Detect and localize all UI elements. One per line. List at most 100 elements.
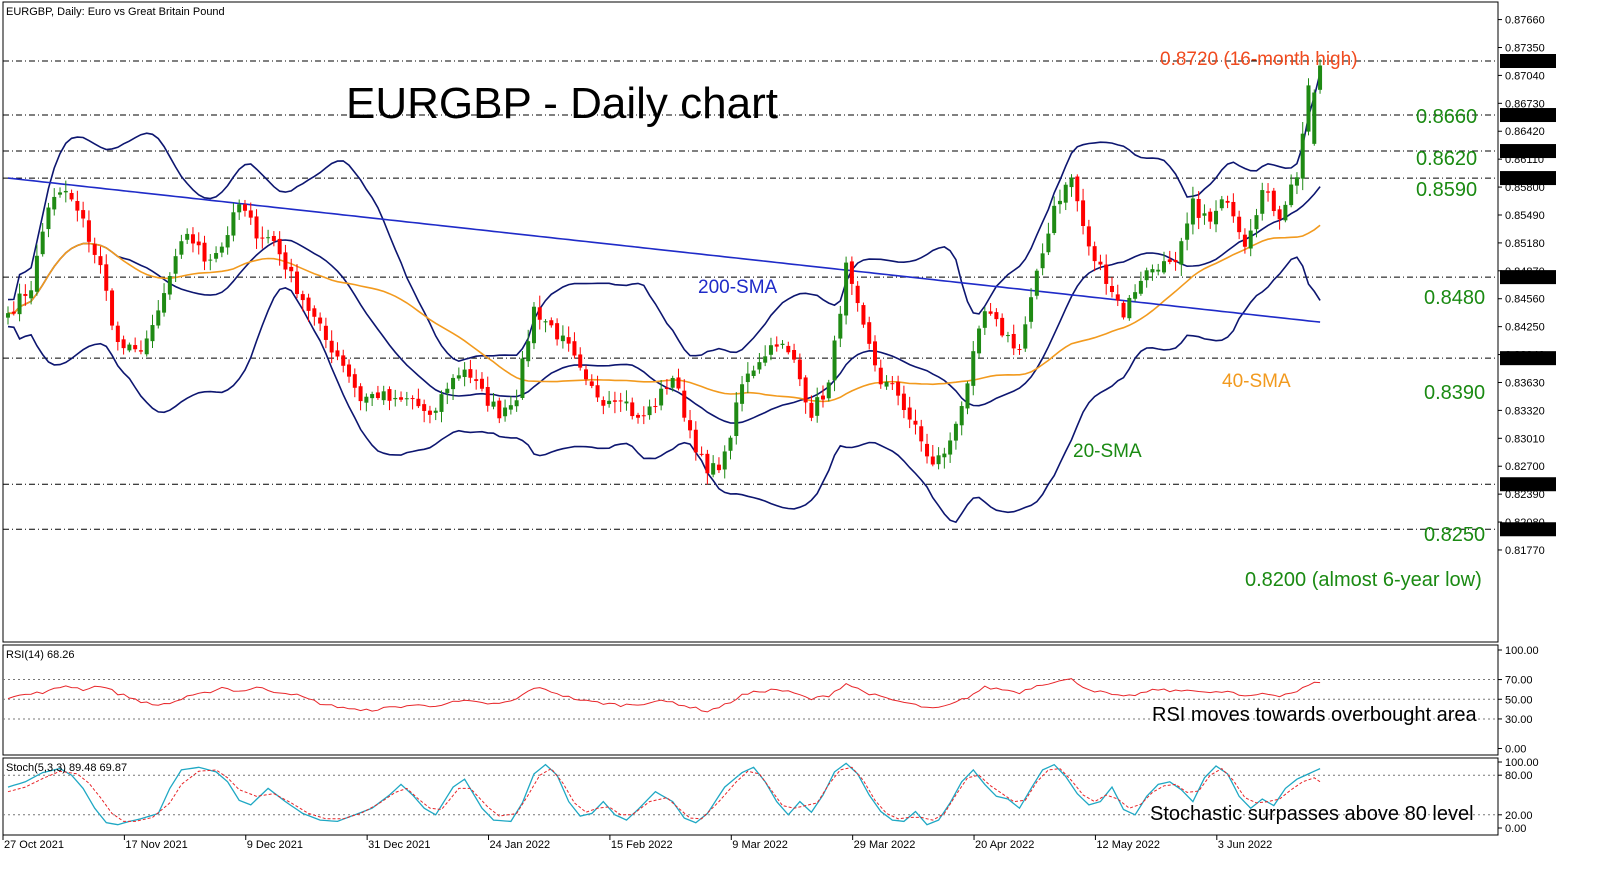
candle-body [711, 463, 716, 475]
price-tick-label: 0.85490 [1505, 210, 1545, 222]
candle-body [641, 415, 646, 417]
candle-body [295, 271, 299, 295]
candle-body [427, 410, 432, 415]
stoch-label: Stoch(5,3,3) 89.48 69.87 [6, 762, 127, 774]
candle-body [520, 358, 525, 398]
candle-body [1052, 205, 1057, 234]
candle-body [375, 392, 380, 399]
candle-body [1156, 269, 1161, 272]
level-axis-box-5 [1500, 351, 1556, 366]
candle-body [971, 351, 976, 386]
candle-body [138, 350, 143, 352]
date-tick-label: 9 Dec 2021 [247, 839, 303, 851]
candle-body [266, 237, 271, 239]
candle-body [479, 378, 484, 389]
bollinger-bands [7, 72, 1321, 524]
candle-body [763, 356, 768, 363]
level-label-5: 0.8390 [1424, 382, 1485, 404]
candle-body [1237, 216, 1242, 233]
candle-body [1069, 177, 1074, 188]
candle-body [150, 325, 155, 342]
stoch-tick-label: 100.00 [1505, 757, 1539, 769]
candle-body [988, 311, 993, 314]
candle-body [416, 398, 421, 407]
date-tick-label: 31 Dec 2021 [368, 839, 430, 851]
candle-body [1000, 317, 1005, 336]
candle-body [1034, 270, 1039, 296]
candle-body [1266, 191, 1271, 193]
candle-body [1318, 65, 1323, 90]
candle-body [242, 204, 247, 211]
candle-body [364, 396, 369, 403]
candle-body [312, 308, 317, 317]
candle-body [838, 313, 843, 339]
price-tick-label: 0.87040 [1505, 70, 1545, 82]
candle-body [1277, 209, 1282, 220]
candle-body [936, 455, 941, 465]
level-axis-box-7 [1500, 522, 1556, 537]
candle-body [75, 200, 80, 211]
candle-body [92, 244, 97, 255]
price-tick-label: 0.83940 [1505, 350, 1545, 362]
candle-body [121, 339, 126, 349]
candle-body [214, 253, 219, 259]
level-axis-box-3 [1500, 171, 1556, 186]
level-label-4: 0.8480 [1424, 287, 1485, 309]
candle-body [58, 192, 63, 195]
candle-body [659, 388, 664, 406]
date-tick-label: 29 Mar 2022 [854, 839, 916, 851]
candle-body [1294, 177, 1299, 186]
price-tick-label: 0.84870 [1505, 266, 1545, 278]
stoch-annotation: Stochastic surpasses above 80 level [1150, 803, 1474, 825]
candle-body [399, 397, 404, 400]
candle-body [884, 381, 889, 387]
candle-body [595, 385, 600, 398]
candle-body [1173, 259, 1178, 263]
candle-body [1260, 190, 1265, 214]
price-tick-label: 0.83320 [1505, 405, 1545, 417]
candle-body [630, 402, 635, 417]
candle-body [503, 407, 508, 417]
price-tick-label: 0.82700 [1505, 461, 1545, 473]
candle-body [919, 426, 924, 442]
sma200-label: 200-SMA [698, 277, 778, 298]
candle-body [422, 404, 427, 411]
candle-body [81, 210, 86, 219]
rsi-indicator [3, 678, 1498, 720]
candle-body [901, 393, 906, 411]
candle-body [953, 423, 958, 441]
candle-body [780, 343, 785, 345]
candle-body [670, 377, 675, 388]
rsi-tick-label: 70.00 [1505, 675, 1533, 687]
price-tick-label: 0.82390 [1505, 489, 1545, 501]
rsi-tick-label: 100.00 [1505, 645, 1539, 657]
candle-body [1242, 234, 1247, 247]
candle-body [930, 456, 935, 465]
stoch-tick-label: 80.00 [1505, 770, 1533, 782]
sma200-line [7, 177, 1321, 323]
candle-body [202, 242, 207, 262]
candle-body [647, 406, 652, 416]
candle-body [1063, 184, 1068, 203]
candle-body [52, 196, 57, 210]
candle-body [774, 344, 779, 347]
date-tick-label: 15 Feb 2022 [611, 839, 673, 851]
candle-body [225, 235, 230, 248]
candle-body [1300, 133, 1305, 179]
candle-body [1306, 85, 1311, 132]
level-axis-label-1: 0.86600 [1503, 110, 1543, 122]
candle-body [699, 453, 704, 455]
candle-body [254, 216, 259, 239]
level-axis-box-1 [1500, 108, 1556, 123]
candle-body [584, 369, 588, 380]
candle-body [410, 398, 415, 400]
candle-body [289, 266, 294, 272]
candle-body [688, 420, 693, 431]
candle-body [1196, 198, 1201, 218]
candle-body [890, 383, 895, 385]
candle-body [491, 401, 496, 407]
candle-body [6, 313, 10, 318]
candle-body [751, 370, 756, 377]
rsi-tick-label: 50.00 [1505, 694, 1533, 706]
candle-body [514, 400, 519, 407]
